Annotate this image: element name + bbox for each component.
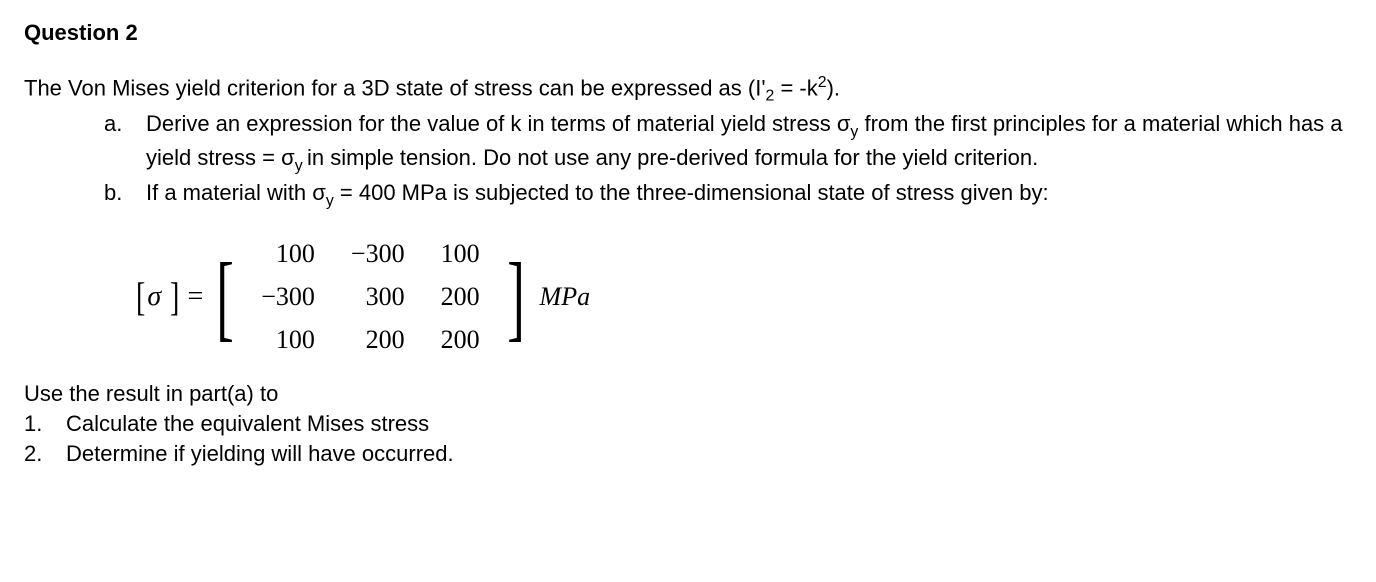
m-0-0: 100 — [243, 232, 333, 275]
footer-list: 1. Calculate the equivalent Mises stress… — [24, 409, 1352, 468]
lhs-close-bracket: ] — [170, 280, 179, 314]
sigma-symbol: σ — [147, 278, 161, 316]
footer-text-1: Calculate the equivalent Mises stress — [66, 409, 429, 439]
part-b-text: If a material with σy = 400 MPa is subje… — [146, 178, 1352, 212]
intro-sup: 2 — [818, 74, 827, 91]
m-1-0: −300 — [243, 275, 333, 318]
question-heading: Question 2 — [24, 18, 1352, 48]
m-0-2: 100 — [423, 232, 498, 275]
m-2-1: 200 — [333, 318, 423, 361]
m-1-2: 200 — [423, 275, 498, 318]
part-a-sub2: y — [295, 157, 307, 174]
matrix-row-2: −300 300 200 — [243, 275, 497, 318]
part-b-post: = 400 MPa is subjected to the three-dime… — [334, 180, 1049, 205]
matrix-lhs: [ σ ] — [134, 278, 181, 316]
m-0-1: −300 — [333, 232, 423, 275]
matrix-unit: MPa — [540, 279, 591, 314]
footer-marker-1: 1. — [24, 409, 66, 439]
part-a-pre: Derive an expression for the value of k … — [146, 111, 850, 136]
matrix-close-bracket: ] — [507, 256, 525, 338]
part-b-sub: y — [326, 193, 334, 210]
footer-text-2: Determine if yielding will have occurred… — [66, 439, 454, 469]
part-a-marker: a. — [104, 109, 146, 177]
part-b: b. If a material with σy = 400 MPa is su… — [104, 178, 1352, 212]
equals-sign: = — [187, 278, 203, 316]
part-b-pre: If a material with σ — [146, 180, 326, 205]
matrix-row-1: 100 −300 100 — [243, 232, 497, 275]
intro-mid: = -k — [774, 75, 817, 100]
m-2-2: 200 — [423, 318, 498, 361]
intro-post: ). — [827, 75, 840, 100]
footer-item-2: 2. Determine if yielding will have occur… — [24, 439, 1352, 469]
matrix-table: 100 −300 100 −300 300 200 100 200 200 — [243, 232, 497, 361]
parts-list: a. Derive an expression for the value of… — [104, 109, 1352, 212]
matrix-row-3: 100 200 200 — [243, 318, 497, 361]
part-a-post: in simple tension. Do not use any pre-de… — [307, 145, 1038, 170]
stress-matrix: [ σ ] = [ 100 −300 100 −300 300 200 100 … — [134, 232, 1352, 361]
footer-item-1: 1. Calculate the equivalent Mises stress — [24, 409, 1352, 439]
intro-pre: The Von Mises yield criterion for a 3D s… — [24, 75, 766, 100]
part-a: a. Derive an expression for the value of… — [104, 109, 1352, 177]
m-2-0: 100 — [243, 318, 333, 361]
part-a-text: Derive an expression for the value of k … — [146, 109, 1352, 177]
matrix-open-bracket: [ — [216, 256, 234, 338]
part-b-marker: b. — [104, 178, 146, 212]
footer-marker-2: 2. — [24, 439, 66, 469]
footer-intro: Use the result in part(a) to — [24, 379, 1352, 409]
lhs-open-bracket: [ — [136, 280, 145, 314]
m-1-1: 300 — [333, 275, 423, 318]
intro-text: The Von Mises yield criterion for a 3D s… — [24, 72, 1352, 107]
